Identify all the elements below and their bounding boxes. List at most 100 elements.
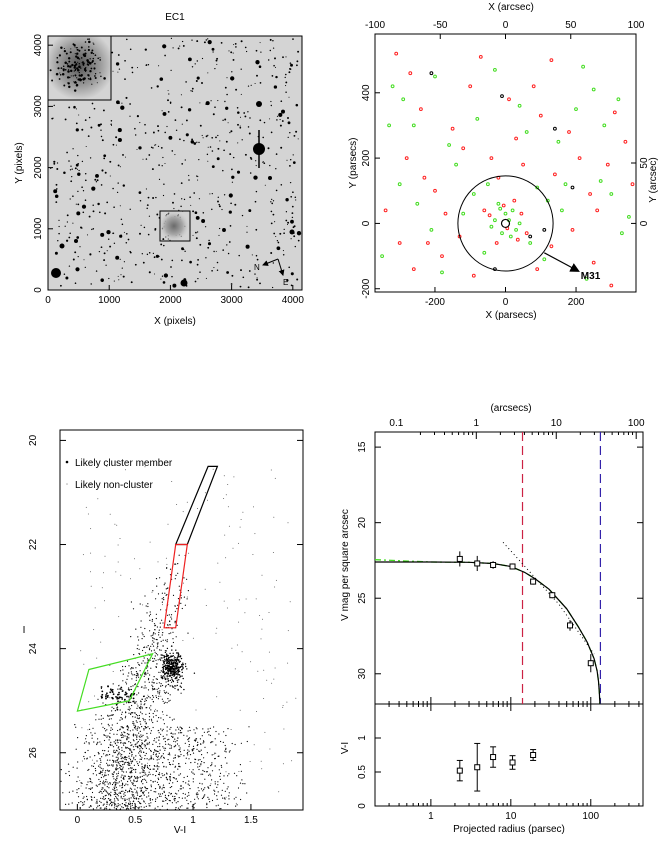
- x-tick-label: 1000: [98, 295, 121, 306]
- field-star: [288, 164, 291, 167]
- cmd-star: [162, 784, 165, 786]
- field-star: [189, 196, 191, 199]
- cmd-star: [158, 758, 160, 760]
- cmd-star: [187, 749, 189, 751]
- red-point: [609, 283, 614, 288]
- field-star: [164, 162, 166, 165]
- field-star: [69, 198, 71, 200]
- cmd-star: [126, 807, 128, 809]
- field-star: [254, 200, 257, 203]
- cmd-star: [94, 732, 96, 734]
- field-star: [192, 234, 194, 236]
- cmd-star: [151, 620, 153, 622]
- field-star: [136, 67, 139, 69]
- cmd-star: [177, 790, 180, 792]
- cmd-star: [282, 705, 284, 706]
- y-tick-label: 1000: [33, 217, 44, 240]
- red-point: [591, 260, 596, 265]
- field-star: [235, 88, 238, 91]
- cmd-star: [156, 710, 158, 712]
- field-star: [160, 258, 163, 261]
- cmd-star: [117, 700, 119, 703]
- cmd-star: [176, 674, 179, 676]
- cmd-star: [160, 609, 162, 611]
- field-star: [122, 184, 126, 187]
- cmd-star: [121, 756, 123, 759]
- cmd-star: [124, 717, 126, 719]
- green-point: [447, 143, 452, 147]
- cmd-star: [76, 767, 78, 769]
- cmd-star: [246, 740, 248, 743]
- cmd-star: [130, 686, 132, 688]
- field-star: [90, 126, 93, 129]
- cmd-star: [116, 765, 118, 767]
- field-star: [191, 87, 194, 90]
- compass-north: N: [254, 263, 260, 272]
- cmd-star: [126, 738, 128, 741]
- green-point: [517, 103, 522, 108]
- cmd-star: [131, 678, 133, 680]
- field-star: [109, 245, 112, 248]
- cmd-star: [105, 755, 107, 757]
- cmd-star: [87, 513, 89, 515]
- field-star: [203, 41, 206, 44]
- cmd-star: [161, 698, 163, 700]
- field-star: [273, 64, 275, 67]
- green-point: [528, 241, 533, 245]
- cmd-star: [125, 747, 127, 749]
- field-star: [205, 101, 210, 106]
- cmd-star: [147, 670, 149, 672]
- cmd-star: [117, 688, 119, 690]
- cmd-star: [162, 700, 164, 702]
- cmd-star: [121, 753, 123, 756]
- cmd-star: [125, 712, 127, 714]
- cmd-star: [162, 670, 164, 673]
- field-star: [256, 258, 259, 261]
- cmd-star: [179, 755, 181, 757]
- field-star: [211, 136, 214, 139]
- cmd-star: [136, 790, 138, 792]
- cmd-star: [120, 686, 123, 689]
- field-star: [158, 178, 161, 181]
- cmd-star: [202, 797, 204, 799]
- cmd-star: [219, 775, 221, 778]
- field-star: [91, 102, 94, 105]
- cmd-star: [121, 736, 123, 739]
- cmd-star: [168, 664, 170, 666]
- cmd-star: [181, 728, 183, 730]
- cmd-star: [139, 721, 141, 723]
- cmd-star: [261, 628, 263, 630]
- cmd-star: [123, 776, 125, 779]
- inset-star: [58, 78, 61, 80]
- cmd-star: [189, 754, 192, 756]
- cmd-star: [168, 762, 170, 764]
- cmd-star: [132, 768, 135, 771]
- cmd-star: [161, 677, 164, 680]
- inset-star: [80, 74, 83, 77]
- cmd-star: [145, 672, 147, 674]
- cmd-star: [132, 783, 134, 785]
- green-point: [508, 234, 513, 239]
- cmd-star: [157, 654, 159, 656]
- field-star: [245, 50, 248, 53]
- field-star: [240, 40, 243, 43]
- field-star: [73, 105, 76, 109]
- cmd-star: [114, 785, 116, 787]
- cmd-star: [105, 806, 108, 808]
- cmd-star: [115, 805, 117, 807]
- field-star: [123, 261, 125, 263]
- cmd-star: [115, 779, 117, 782]
- field-star: [293, 235, 296, 238]
- cmd-star: [160, 695, 162, 697]
- field-star: [91, 228, 93, 231]
- cmd-star: [125, 469, 126, 471]
- cmd-star: [85, 741, 87, 743]
- field-star: [154, 228, 157, 230]
- field-star: [190, 90, 192, 92]
- inset-star: [68, 60, 71, 63]
- field-star: [255, 165, 257, 167]
- inset-star: [63, 84, 66, 87]
- cmd-star: [172, 763, 174, 766]
- black-point: [528, 234, 533, 239]
- cmd-star: [176, 676, 178, 678]
